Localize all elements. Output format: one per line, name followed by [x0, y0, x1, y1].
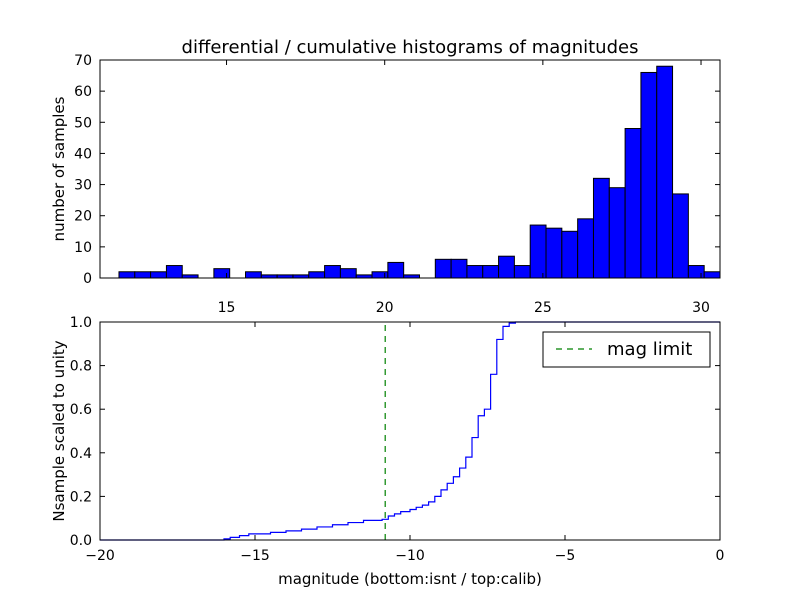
histogram-bar: [577, 218, 594, 279]
histogram-bar: [672, 193, 689, 279]
histogram-bar: [339, 268, 357, 279]
cumulative-step-line: [100, 321, 720, 541]
histogram-bar: [498, 255, 515, 279]
histogram-bar: [324, 265, 341, 279]
bottom-x-axis-label: magnitude (bottom:isnt / top:calib): [278, 570, 542, 588]
legend: mag limit: [542, 331, 711, 368]
top-histogram-panel: differential / cumulative histograms of …: [50, 37, 721, 316]
bottom-lines: [100, 321, 720, 541]
legend-label-mag-limit: mag limit: [607, 339, 692, 360]
y-tick-label: 50: [74, 115, 92, 131]
x-tick-label: 30: [692, 300, 710, 316]
top-bars: [118, 65, 721, 279]
histogram-bar: [529, 224, 547, 279]
x-tick-label: −5: [555, 548, 576, 564]
chart-title: differential / cumulative histograms of …: [182, 37, 639, 58]
histogram-bar: [513, 265, 531, 279]
x-tick-label: 20: [376, 300, 394, 316]
histogram-bar: [450, 258, 468, 279]
y-tick-label: 0.8: [70, 359, 92, 375]
y-tick-label: 40: [74, 146, 92, 162]
y-tick-label: 0: [83, 271, 92, 287]
x-tick-label: 15: [218, 300, 236, 316]
y-tick-label: 60: [74, 84, 92, 100]
x-tick-label: 0: [716, 548, 725, 564]
y-tick-label: 0.0: [70, 533, 92, 549]
histogram-bar: [466, 265, 484, 279]
top-y-ticks: 0 10 20 30 40 50 60 70: [74, 53, 720, 287]
x-tick-label: −10: [395, 548, 425, 564]
histogram-bar: [687, 265, 705, 279]
histogram-bar: [640, 71, 658, 279]
histogram-bar: [387, 261, 405, 279]
histogram-bar: [561, 230, 579, 279]
bottom-y-ticks: 0.0 0.2 0.4 0.6 0.8 1.0: [70, 315, 720, 549]
bottom-y-axis-label: Nsample scaled to unity: [50, 340, 68, 521]
bottom-cumulative-panel: 0.0 0.2 0.4 0.6 0.8 1.0 −20 −15 −10 −5 0 magnitud…: [50, 315, 724, 588]
histogram-bar: [592, 177, 610, 279]
x-tick-label: 25: [534, 300, 552, 316]
histogram-bar: [308, 271, 326, 279]
y-tick-label: 10: [74, 240, 92, 256]
x-tick-label: −15: [240, 548, 270, 564]
bottom-x-ticks: −20 −15 −10 −5 0: [85, 322, 724, 564]
histogram-bar: [371, 271, 389, 279]
histogram-bar: [434, 258, 452, 279]
histogram-bar: [656, 65, 674, 279]
x-tick-label: −20: [85, 548, 115, 564]
y-tick-label: 0.4: [70, 446, 92, 462]
top-axes-frame: [99, 59, 721, 279]
histogram-bar: [134, 271, 152, 279]
histogram-bar: [245, 271, 262, 279]
y-tick-label: 1.0: [70, 315, 92, 331]
y-tick-label: 20: [74, 209, 92, 225]
histogram-bar: [150, 271, 167, 279]
y-tick-label: 0.2: [70, 489, 92, 505]
y-tick-label: 30: [74, 178, 92, 194]
histogram-bar: [482, 265, 500, 279]
top-y-axis-label: number of samples: [50, 96, 68, 241]
histogram-bar: [545, 227, 563, 279]
histogram-bar: [624, 128, 642, 279]
histogram-bar: [608, 187, 626, 279]
histogram-bar: [118, 271, 136, 279]
y-tick-label: 0.6: [70, 402, 92, 418]
y-tick-label: 70: [74, 53, 92, 69]
histogram-bar: [213, 268, 231, 279]
top-x-ticks: 15 20 25 30: [218, 60, 710, 316]
histogram-bar: [703, 271, 721, 279]
histogram-bar: [165, 265, 183, 279]
